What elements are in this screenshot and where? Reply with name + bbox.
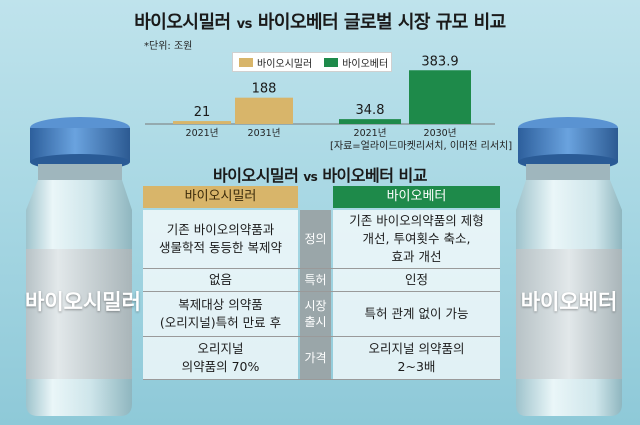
table-cell-left: 복제대상 의약품 (오리지널)특허 만료 후 [143,292,298,336]
table-cell-line: (오리지널)특허 만료 후 [159,315,282,330]
table-cell-line: 의약품의 70% [181,359,260,374]
table-cell-text: 없음 [209,271,232,289]
table-cell-line: 오리지널 의약품의 [368,341,465,356]
table-cell-text: 복제대상 의약품 (오리지널)특허 만료 후 [160,296,281,332]
table-cell-mid: 가격 [300,337,331,379]
table-cell-right: 오리지널 의약품의 2~3배 [333,337,500,379]
bar-biosimilar-1 [235,97,293,124]
bar-value-label: 383.9 [421,54,458,69]
table-cell-mid: 특허 [300,269,331,291]
bar-biosimilar-0 [173,121,231,124]
table-cell-line: 효과 개선 [391,249,442,264]
table-cell-text: 오리지널 의약품의 2~3배 [369,340,465,376]
table-cell-left: 없음 [143,269,298,291]
legend-swatch-biosimilar [239,57,253,67]
table-cell-text: 특허 관계 없이 가능 [365,305,469,323]
x-tick-label: 2021년 [354,128,387,139]
legend-item-biobetter: 바이오베터 [324,55,388,70]
vial-left-graphic [26,117,132,416]
vial-right-graphic [516,117,622,416]
legend-swatch-biobetter [324,57,339,67]
table-cell-line: 기존 바이오의약품과 [166,222,275,237]
table-cell-text: 인정 [405,271,428,289]
x-tick-label: 2031년 [248,128,281,139]
chart-legend: 바이오시밀러 바이오베터 [232,52,392,72]
bar-chart: 21 2021년 188 2031년 34.8 2021년 383.9 2030년 [145,54,495,139]
legend-label-biosimilar: 바이오시밀러 [257,58,313,70]
bar-value-label: 188 [252,82,277,97]
legend-label-biobetter: 바이오베터 [342,58,389,70]
chart-title-right: 바이오베터 글로벌 시장 규모 비교 [257,12,506,33]
chart-title-vs: vs [236,17,253,32]
table-cell-line: 생물학적 동등한 복제약 [159,240,282,255]
table-header-biosimilar: 바이오시밀러 [143,186,298,208]
table-cell-line: 개선, 투여횟수 축소, [362,231,471,246]
table-row: 없음 특허 인정 [143,269,500,292]
table-cell-line: 기존 바이오의약품의 제형 [349,213,484,228]
vial-right-label: 바이오베터 [520,290,618,314]
comparison-title: 바이오시밀러 vs 바이오베터 비교 [0,162,640,186]
bar-biobetter-0 [339,119,401,124]
table-cell-right: 인정 [333,269,500,291]
table-header-biobetter: 바이오베터 [333,186,500,208]
table-cell-line: 복제대상 의약품 [178,297,263,312]
table-cell-right: 특허 관계 없이 가능 [333,292,500,336]
vial-biosimilar: 바이오시밀러 [8,114,158,419]
table-cell-line: 출시 [304,315,327,329]
table-cell-line: 특허 관계 없이 가능 [364,306,469,321]
x-tick-label: 2021년 [186,128,219,139]
table-cell-line: 가격 [304,351,327,365]
comparison-title-vs: vs [303,170,318,184]
bar-value-label: 21 [194,105,211,120]
chart-title: 바이오시밀러 vs 바이오베터 글로벌 시장 규모 비교 [0,8,640,34]
x-tick-label: 2030년 [424,128,457,139]
vial-biobetter: 바이오베터 [490,114,640,419]
source-note: [자료=얼라이드마켓리서치, 이머전 리서치] [330,141,513,152]
comparison-title-left: 바이오시밀러 [213,166,299,185]
table-cell-line: 없음 [208,272,232,287]
table-cell-line: 오리지널 [197,341,244,356]
table-cell-line: 정의 [304,232,327,246]
table-cell-line: 2~3배 [397,359,436,374]
chart-title-left: 바이오시밀러 [134,12,231,33]
vial-left-label: 바이오시밀러 [25,290,141,314]
comparison-title-right: 바이오베터 비교 [322,166,427,185]
table-cell-text: 정의 [304,231,326,247]
legend-item-biosimilar: 바이오시밀러 [239,55,312,70]
table-cell-line: 시장 [304,299,327,313]
table-cell-mid: 정의 [300,210,331,268]
bar-biobetter-1 [409,70,471,124]
bar-value-label: 34.8 [356,103,385,118]
table-cell-line: 인정 [404,272,428,287]
table-cell-line: 특허 [304,273,327,287]
table-cell-text: 특허 [304,272,326,288]
table-cell-text: 가격 [304,350,326,366]
unit-note: *단위: 조원 [144,41,193,52]
